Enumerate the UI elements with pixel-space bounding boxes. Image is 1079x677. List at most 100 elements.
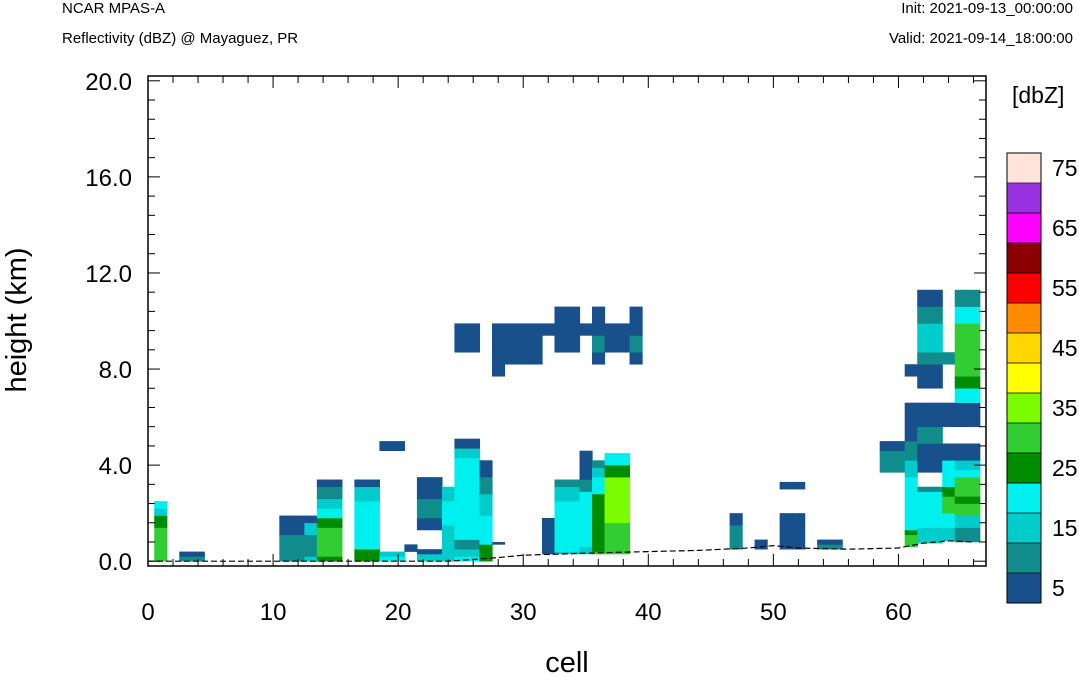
colorbar-title: [dbZ] [1012,82,1064,108]
reflectivity-cell [892,441,906,452]
x-tick-label: 50 [760,599,787,626]
reflectivity-cell [604,477,618,524]
reflectivity-cell [316,508,330,519]
y-tick-label: 0.0 [99,549,132,576]
x-tick-label: 10 [260,599,287,626]
reflectivity-cell [579,491,593,548]
reflectivity-cell [917,323,931,353]
reflectivity-cell [567,551,581,555]
reflectivity-cell [579,546,593,555]
colorbar-label: 45 [1052,335,1078,361]
reflectivity-cell [829,539,843,545]
reflectivity-cell [567,306,581,353]
reflectivity-cell [454,556,468,562]
reflectivity-cell [429,477,443,500]
reflectivity-cells [154,289,981,562]
reflectivity-cell [466,457,481,540]
reflectivity-cell [917,352,931,365]
reflectivity-cell [429,498,443,519]
reflectivity-cell [154,515,168,528]
reflectivity-cell [154,508,168,516]
reflectivity-cell [441,501,456,526]
reflectivity-cell [967,503,981,516]
reflectivity-cell [729,513,743,526]
colorbar-swatch [1007,303,1041,334]
reflectivity-cell [754,539,768,550]
colorbar-swatch [1007,453,1041,484]
reflectivity-cell [354,549,368,562]
reflectivity-cell [967,306,981,324]
reflectivity-cell [904,534,918,548]
y-tick-label: 16.0 [85,165,132,192]
reflectivity-cell [954,443,968,461]
reflectivity-cell [592,352,606,365]
reflectivity-cell [917,491,931,528]
reflectivity-cell [316,498,330,509]
reflectivity-cell [954,515,968,528]
reflectivity-cell [554,479,568,488]
reflectivity-cell [416,553,431,562]
reflectivity-cell [329,556,343,562]
reflectivity-cell [829,544,843,550]
plot-border [147,75,987,567]
reflectivity-cell [191,551,205,557]
reflectivity-cell [917,306,931,324]
reflectivity-cell [904,477,918,531]
reflectivity-cell [954,477,968,497]
reflectivity-cell [779,481,793,490]
reflectivity-cell [479,493,493,516]
reflectivity-cell [366,479,380,488]
init-time: Init: 2021-09-13_00:00:00 [901,0,1073,17]
reflectivity-cell [366,549,380,562]
colorbar-swatch [1007,243,1041,274]
reflectivity-cell [942,460,956,488]
reflectivity-cell [904,529,918,536]
reflectivity-cell [904,402,918,442]
reflectivity-cell [466,539,481,550]
reflectivity-cell [604,323,618,353]
reflectivity-cell [629,306,643,336]
plot-frame [147,75,987,567]
reflectivity-cell [629,335,643,353]
colorbar-swatch [1007,213,1041,244]
reflectivity-cell [942,496,956,514]
reflectivity-cell [316,479,330,488]
reflectivity-cell [954,527,968,543]
reflectivity-cell [379,441,393,452]
reflectivity-cell [929,306,943,324]
reflectivity-cell [817,539,831,545]
reflectivity-cell [491,541,506,545]
reflectivity-cell [954,388,968,403]
reflectivity-cell [454,539,468,550]
reflectivity-cell [554,306,568,353]
reflectivity-cell [304,515,318,524]
reflectivity-cell [329,508,343,519]
reflectivity-cell [967,527,981,543]
reflectivity-cell [617,477,631,524]
valid-time: Valid: 2021-09-14_18:00:00 [888,30,1073,47]
reflectivity-cell [379,556,393,562]
reflectivity-cell [817,544,831,550]
reflectivity-cell [516,323,531,365]
colorbar-label: 15 [1052,515,1078,541]
reflectivity-cell [629,352,643,365]
reflectivity-cell [316,556,330,562]
x-axis-ticks: 0 10 20 30 40 50 60 [141,76,974,626]
reflectivity-cell [579,323,593,336]
reflectivity-cell [316,527,330,557]
reflectivity-cell [454,323,468,353]
reflectivity-cell [879,441,893,452]
reflectivity-cell [942,352,956,365]
reflectivity-cell [541,517,556,555]
colorbar-label: 25 [1052,455,1078,481]
x-tick-label: 0 [141,599,154,626]
reflectivity-cell [592,467,606,478]
x-tick-label: 20 [385,599,412,626]
y-axis-ticks: 0.0 4.0 8.0 12.0 16.0 20.0 [85,69,986,576]
reflectivity-cell [304,556,318,562]
colorbar-swatch [1007,423,1041,454]
reflectivity-cell [567,479,581,488]
reflectivity-cell [929,527,943,544]
reflectivity-cell [479,477,493,495]
reflectivity-cell [191,556,205,562]
